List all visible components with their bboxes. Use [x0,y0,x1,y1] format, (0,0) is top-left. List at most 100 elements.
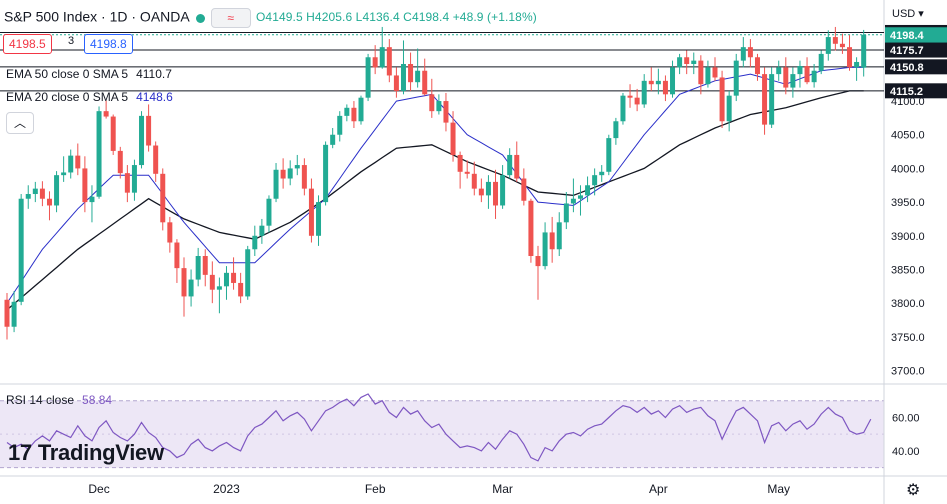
candle-body [641,80,647,105]
rsi-legend[interactable]: RSI 14 close 58.84 [6,393,112,407]
price-level-tag [885,83,947,99]
candle-body [266,198,272,226]
candle-body [344,107,350,116]
candle-body [585,185,591,196]
candle-body [797,66,803,75]
candle-body [202,256,208,275]
time-tick-label: Apr [649,482,668,496]
candle-body [429,94,435,112]
candle-body [592,175,598,186]
candle-body [719,77,725,122]
tradingview-logo[interactable]: 17 TradingView [8,440,164,466]
candle-body [521,178,527,201]
candle-body [818,53,824,71]
candle-body [712,67,718,78]
data-mode-icon[interactable]: ≈ [210,8,251,28]
candle-body [25,194,31,199]
candle-body [500,175,506,206]
ohlc-values: O4149.5 H4205.6 L4136.4 C4198.4 +48.9 (+… [256,10,537,24]
price-tick-label: 4000.0 [891,163,925,175]
candle-body [832,37,838,44]
candle-body [783,67,789,88]
settings-gear-icon[interactable]: ⚙ [906,482,921,499]
candle-body [167,222,173,243]
symbol-header[interactable]: S&P 500 Index · 1D · OANDA ≈ [4,8,251,28]
candle-body [301,165,307,189]
candle-body [556,222,562,250]
candle-body [648,80,654,85]
candle-body [351,107,357,122]
rsi-line [6,393,872,462]
candle-body [110,116,116,151]
ema50-value: 4110.7 [136,67,172,81]
price-tick-label: 3750.0 [891,332,925,344]
candle-body [238,282,244,297]
candle-body [825,37,831,54]
candle-body [11,301,17,327]
price-level-label: 4115.2 [890,86,923,98]
candle-body [280,169,286,179]
candle-body [386,47,392,76]
price-level-tag [885,42,947,58]
candle-body [620,95,626,122]
candle-body [493,181,499,206]
candle-body [89,196,95,203]
buy-price-button[interactable]: 4198.8 [84,34,133,54]
candle-body [223,272,229,287]
sell-price-button[interactable]: 4198.5 [3,34,52,54]
ema20-value: 4148.6 [136,90,173,104]
candle-body [245,249,251,297]
collapse-legend-button[interactable]: ︿ [6,112,34,134]
candle-body [613,121,619,139]
candle-body [252,235,258,250]
candle-body [330,134,336,145]
candle-body [103,111,109,117]
time-tick-label: Dec [88,482,109,496]
symbol-title: S&P 500 Index · 1D · OANDA [4,8,190,25]
market-status-icon [195,13,205,23]
candle-body [443,101,449,123]
candle-body [450,122,456,155]
candle-body [762,74,768,125]
ema20-legend[interactable]: EMA 20 close 0 SMA 5 4148.6 [6,90,173,104]
candle-body [542,232,548,267]
candle-body [507,154,513,176]
candle-body [188,279,194,297]
candle-body [287,168,293,179]
candle-body [655,80,661,85]
candle-body [577,195,583,199]
price-level-label: 4198.4 [890,30,925,42]
candle-body [39,188,45,199]
ema50-legend[interactable]: EMA 50 close 0 SMA 5 4110.7 [6,67,172,81]
candle-body [861,34,867,68]
price-tick-label: 3950.0 [891,197,925,209]
candle-body [790,74,796,88]
candle-body [294,165,300,169]
candle-body [634,97,640,105]
price-tick-label: 3800.0 [891,298,925,310]
candle-body [705,67,711,85]
price-level-label: 4150.8 [890,62,924,74]
currency-selector[interactable]: USD ▾ [892,7,924,20]
candle-body [61,172,67,176]
ema50-label: EMA 50 close 0 SMA 5 [6,67,129,81]
candle-body [146,115,152,146]
candle-body [259,225,265,236]
candle-body [365,57,371,98]
candle-body [627,95,633,98]
candle-body [811,70,817,83]
spread-value: 3 [68,35,75,47]
candle-body [75,155,81,169]
tradingview-mark-icon: 17 [8,440,32,465]
candle-body [4,299,10,327]
candle-body [677,57,683,68]
candle-body [478,188,484,196]
candle-body [726,95,732,122]
chevron-down-icon: ▾ [918,8,924,20]
candle-body [181,268,187,297]
candle-body [131,165,137,193]
candle-body [400,64,406,91]
candle-body [563,203,569,223]
candle-body [273,169,279,199]
